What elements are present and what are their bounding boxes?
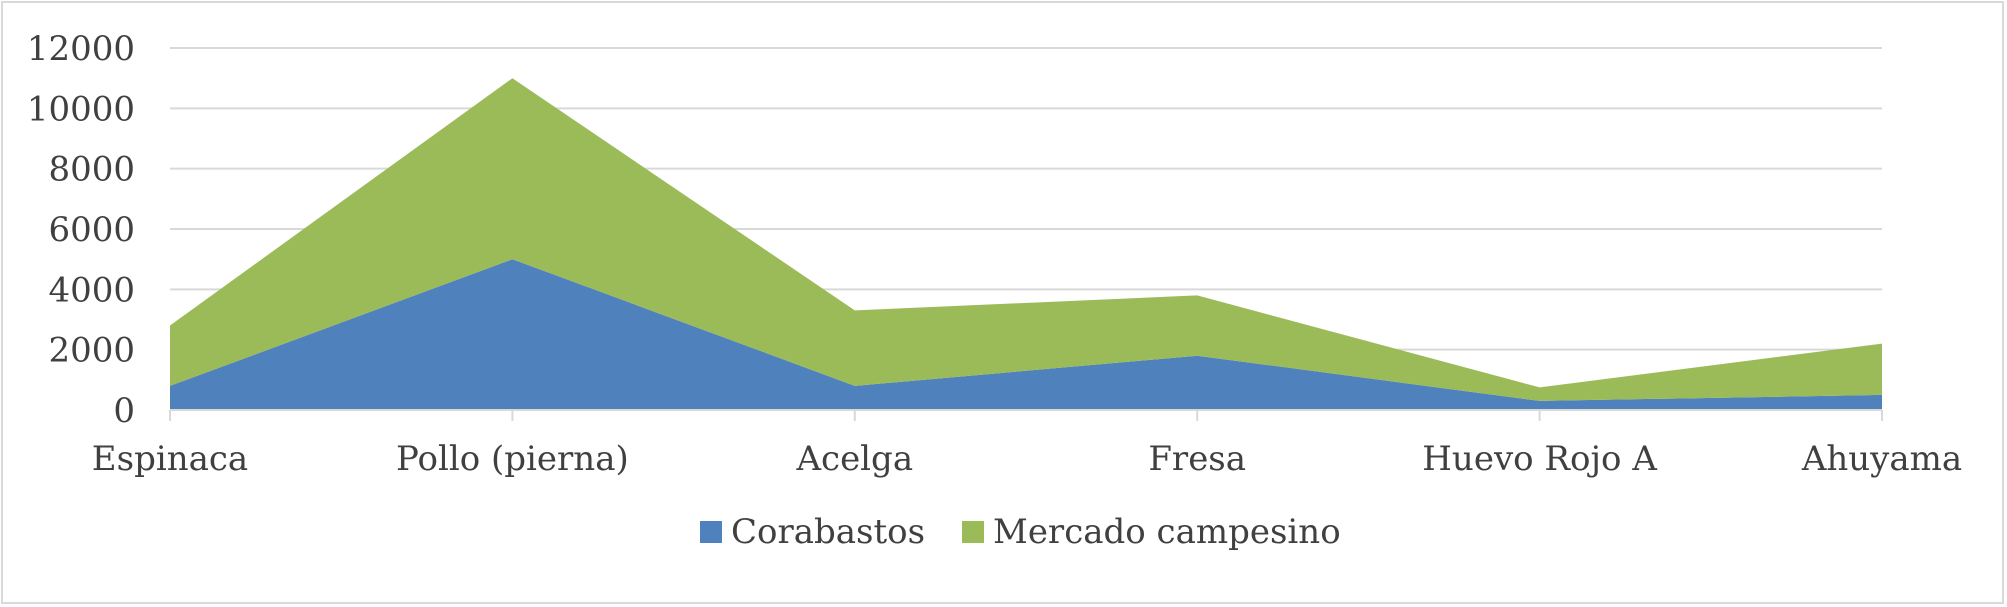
y-tick-label: 6000 (48, 210, 135, 250)
y-tick-label: 8000 (48, 150, 135, 190)
y-tick-label: 12000 (27, 29, 135, 69)
legend: Corabastos Mercado campesino (700, 512, 1341, 552)
y-tick-label: 4000 (48, 270, 135, 310)
x-tick-label: Ahuyama (1801, 439, 1962, 479)
legend-swatch-corabastos (700, 521, 722, 543)
x-tick-label: Fresa (1148, 439, 1246, 479)
area-corabastos (170, 259, 1882, 410)
y-tick-label: 10000 (27, 89, 135, 129)
legend-label-mercado-campesino: Mercado campesino (993, 512, 1341, 552)
y-tick-label: 2000 (48, 331, 135, 371)
area-series (170, 78, 1882, 410)
x-tick-label: Acelga (795, 439, 913, 479)
x-tick-label: Huevo Rojo A (1422, 439, 1657, 479)
area-mercado-campesino (170, 78, 1882, 401)
legend-swatch-mercado-campesino (962, 521, 984, 543)
legend-label-corabastos: Corabastos (731, 512, 925, 552)
y-axis-tick-labels: 0 2000 4000 6000 8000 10000 12000 (27, 29, 135, 431)
x-axis (169, 409, 1883, 421)
y-tick-label: 0 (113, 391, 135, 431)
x-tick-label: Espinaca (92, 439, 248, 479)
x-axis-tick-labels: Espinaca Pollo (pierna) Acelga Fresa Huevo R… (92, 439, 1962, 479)
x-tick-label: Pollo (pierna) (396, 439, 629, 479)
